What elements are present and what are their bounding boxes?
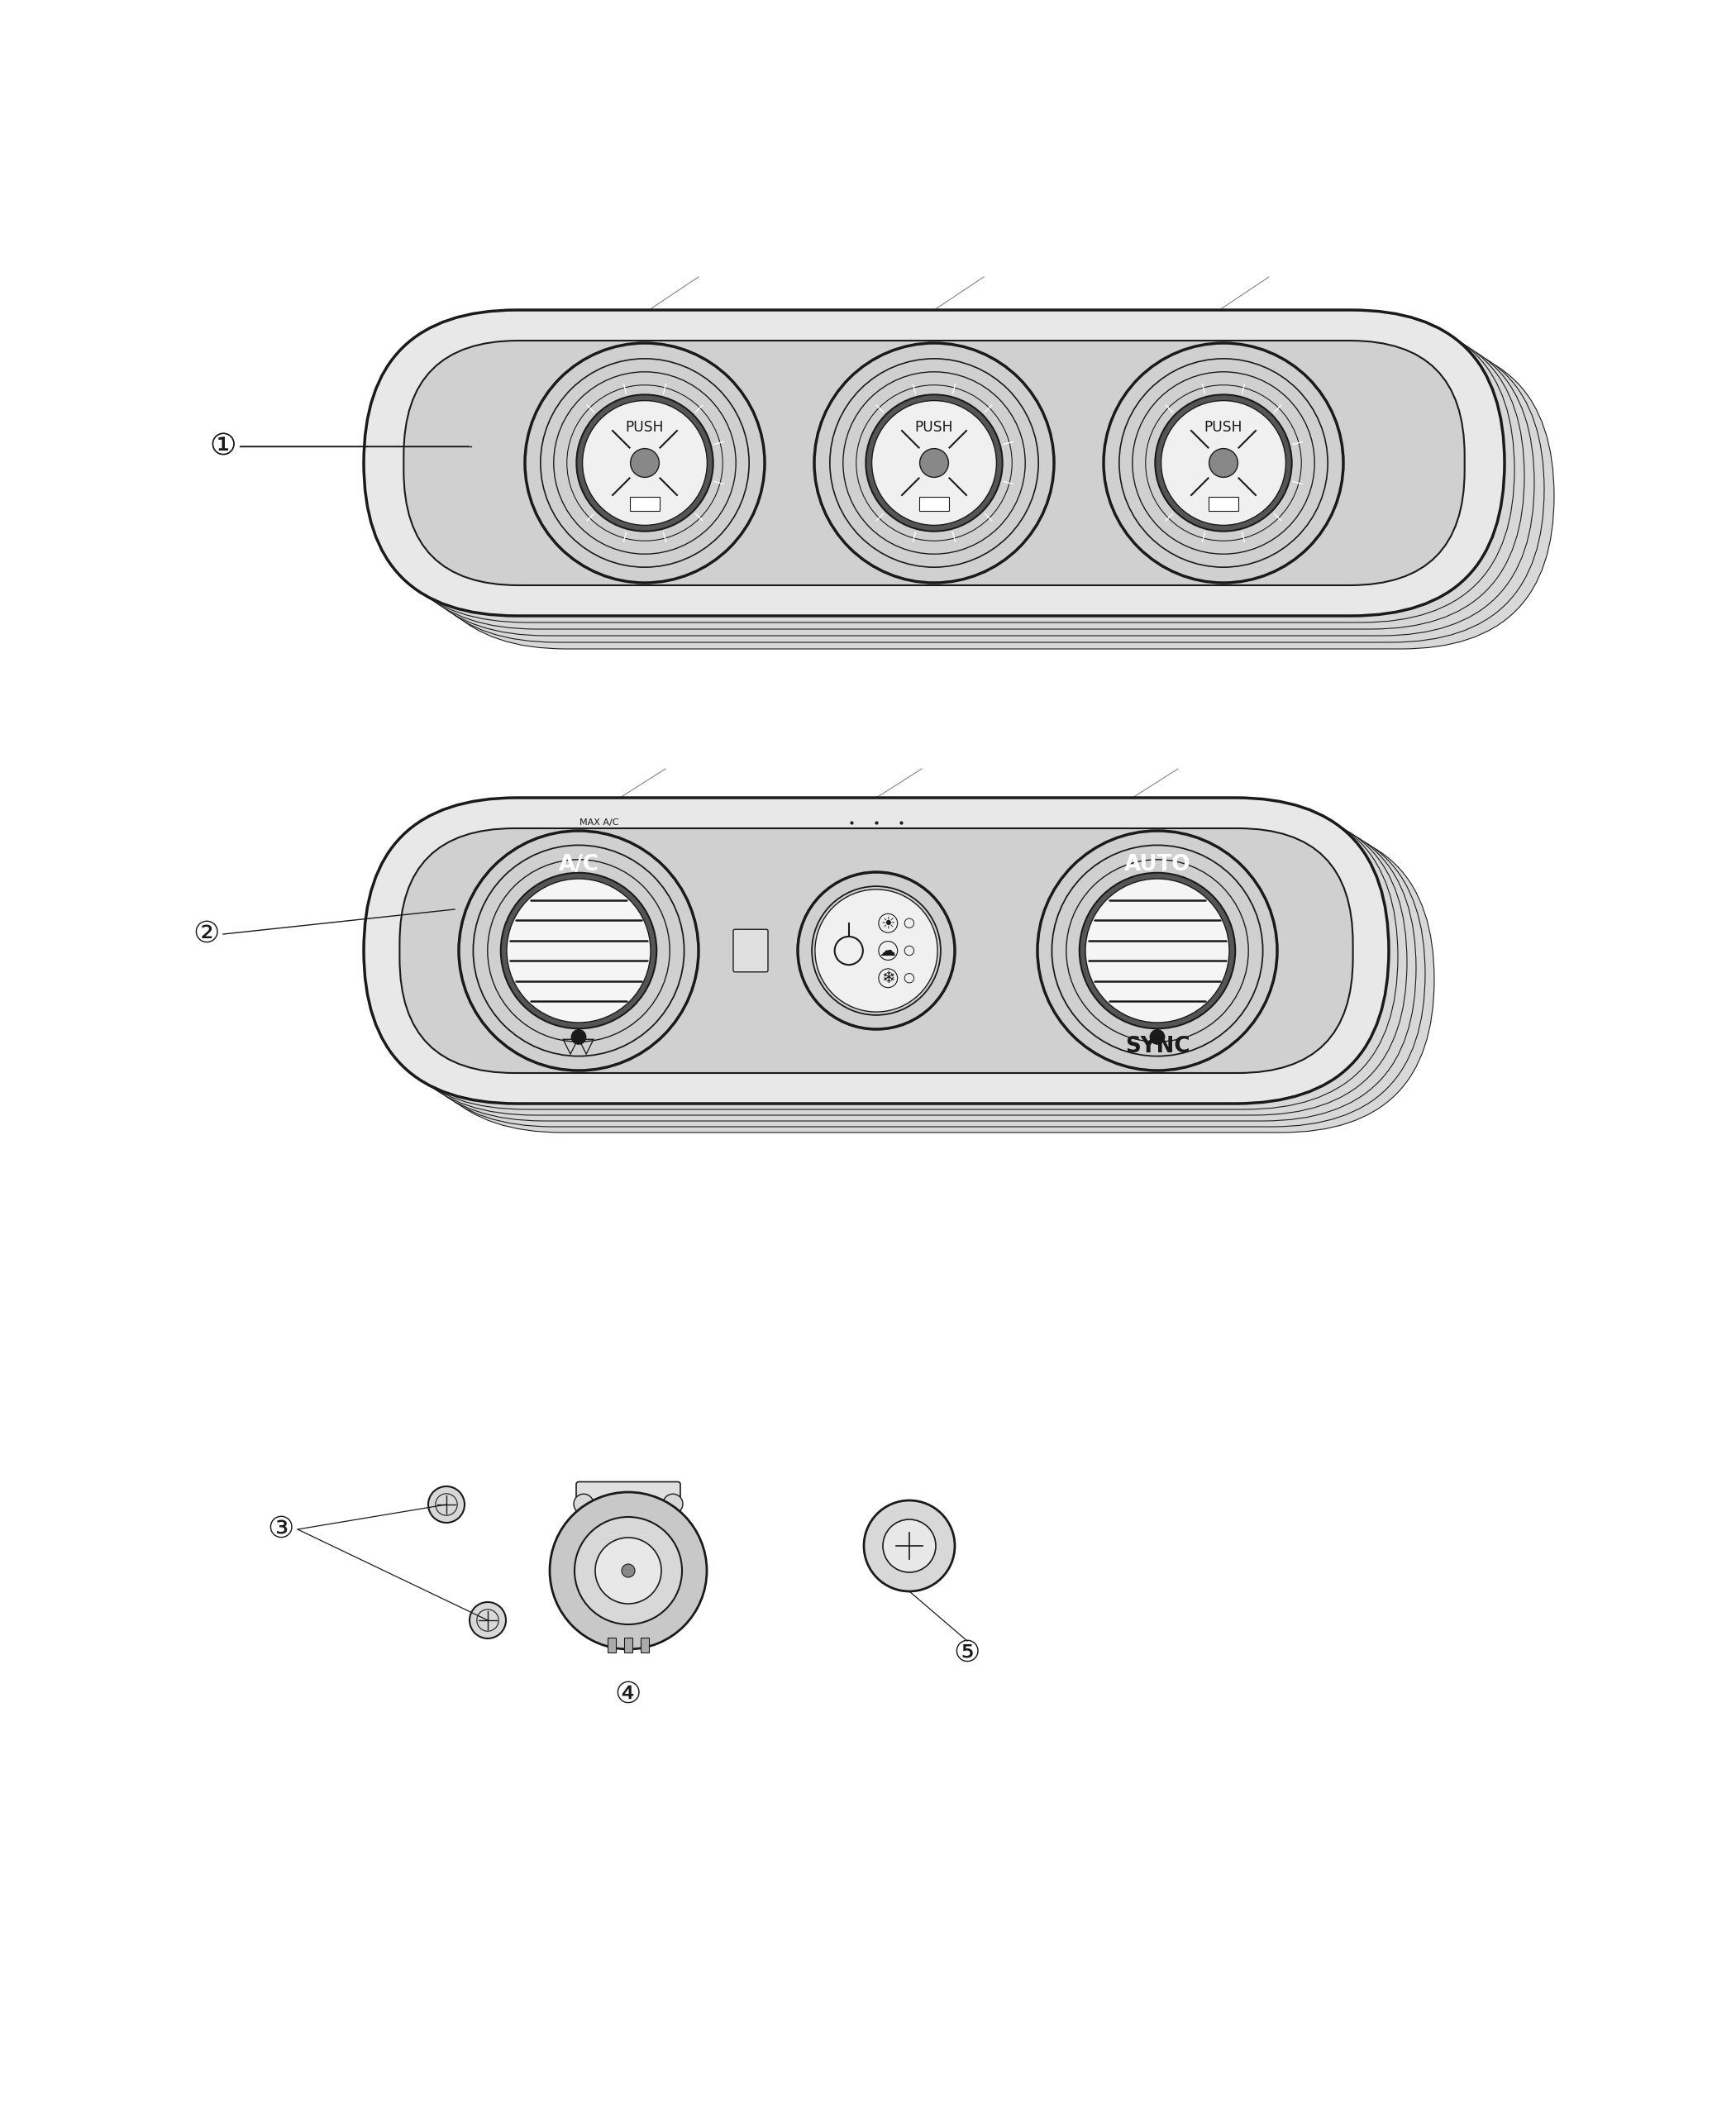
Circle shape [884, 1520, 936, 1573]
Bar [608, 1638, 616, 1653]
Text: PUSH: PUSH [625, 419, 663, 434]
Circle shape [630, 449, 660, 476]
Text: ④: ④ [615, 1680, 642, 1710]
FancyBboxPatch shape [399, 820, 1425, 1128]
Text: ❄: ❄ [882, 970, 894, 987]
FancyBboxPatch shape [399, 828, 1352, 1073]
Circle shape [814, 890, 937, 1012]
FancyBboxPatch shape [576, 1482, 681, 1533]
Circle shape [576, 394, 713, 531]
Text: PUSH: PUSH [1205, 419, 1243, 434]
Text: ②: ② [193, 919, 220, 949]
FancyBboxPatch shape [391, 816, 1417, 1121]
Circle shape [871, 401, 996, 525]
Circle shape [595, 1537, 661, 1604]
Circle shape [866, 394, 1002, 531]
Circle shape [500, 873, 656, 1029]
Text: ③: ③ [267, 1516, 295, 1543]
Circle shape [469, 1602, 505, 1638]
FancyBboxPatch shape [404, 341, 1465, 586]
Circle shape [663, 1495, 682, 1514]
Text: ①: ① [210, 432, 236, 460]
Bar [630, 497, 660, 510]
Circle shape [583, 401, 707, 525]
Circle shape [1085, 879, 1229, 1022]
FancyBboxPatch shape [394, 329, 1535, 637]
Circle shape [1154, 394, 1292, 531]
Bar [641, 1638, 649, 1653]
Circle shape [1080, 873, 1236, 1029]
FancyBboxPatch shape [382, 809, 1406, 1115]
Circle shape [575, 1518, 682, 1625]
FancyBboxPatch shape [413, 344, 1554, 649]
Text: ☁: ☁ [880, 942, 896, 959]
FancyBboxPatch shape [384, 323, 1524, 628]
Circle shape [429, 1486, 465, 1522]
Bar [1208, 497, 1238, 510]
FancyBboxPatch shape [365, 797, 1389, 1105]
Text: ▽▽: ▽▽ [562, 1035, 595, 1058]
FancyBboxPatch shape [365, 310, 1505, 616]
Circle shape [920, 449, 948, 476]
Circle shape [573, 1495, 594, 1514]
Bar [625, 1638, 632, 1653]
Text: SYNC: SYNC [1125, 1035, 1189, 1058]
Circle shape [621, 1564, 635, 1577]
FancyBboxPatch shape [373, 316, 1514, 622]
Circle shape [1161, 401, 1286, 525]
Text: MAX A/C: MAX A/C [580, 818, 620, 826]
Text: AUTO: AUTO [1123, 854, 1191, 875]
Text: PUSH: PUSH [915, 419, 953, 434]
Circle shape [1208, 449, 1238, 476]
Circle shape [507, 879, 651, 1022]
Text: A/C: A/C [559, 854, 599, 875]
FancyBboxPatch shape [403, 337, 1545, 643]
Circle shape [1151, 1031, 1165, 1043]
Text: ☀: ☀ [880, 915, 896, 932]
FancyBboxPatch shape [733, 930, 767, 972]
FancyBboxPatch shape [410, 826, 1434, 1132]
Circle shape [571, 1031, 585, 1043]
FancyBboxPatch shape [373, 803, 1397, 1109]
Circle shape [550, 1492, 707, 1648]
Circle shape [865, 1501, 955, 1592]
Bar [918, 497, 950, 510]
Text: ⑤: ⑤ [953, 1640, 981, 1667]
Text: ①: ① [210, 432, 236, 460]
